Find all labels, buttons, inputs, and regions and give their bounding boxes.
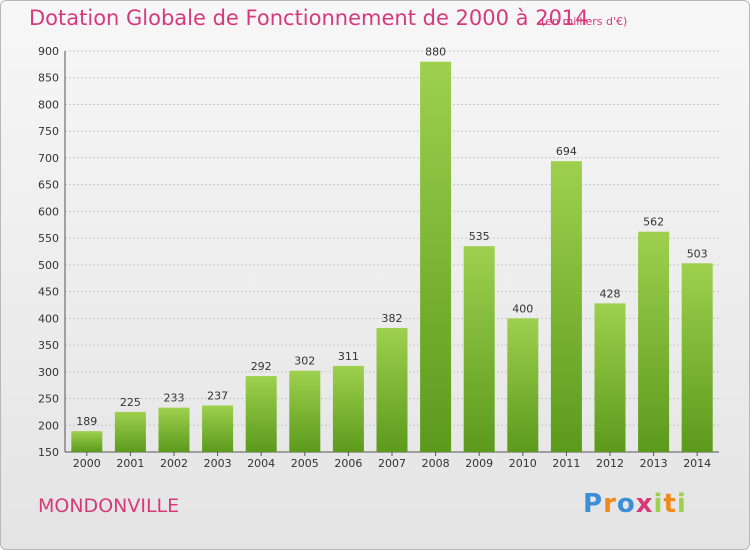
y-tick-label: 200 — [38, 419, 59, 432]
bar — [638, 231, 670, 452]
bar-value-label: 694 — [556, 145, 577, 158]
x-tick-label: 2010 — [509, 457, 537, 470]
bar — [245, 376, 277, 452]
x-tick-label: 2006 — [334, 457, 362, 470]
bar — [71, 431, 103, 452]
y-tick-label: 150 — [38, 446, 59, 459]
bar-value-label: 503 — [687, 247, 708, 260]
x-tick-label: 2005 — [291, 457, 319, 470]
y-tick-label: 750 — [38, 125, 59, 138]
y-tick-label: 900 — [38, 45, 59, 58]
chart-subtitle: (en milliers d'€) — [541, 15, 628, 28]
proxiti-logo: Proxiti — [583, 489, 687, 519]
y-tick-label: 400 — [38, 312, 59, 325]
bar-value-label: 535 — [469, 230, 490, 243]
x-tick-label: 2001 — [116, 457, 144, 470]
bar — [550, 161, 582, 452]
y-tick-label: 350 — [38, 339, 59, 352]
bar-value-label: 292 — [251, 360, 272, 373]
logo-letter: P — [583, 489, 604, 519]
x-tick-label: 2013 — [640, 457, 668, 470]
bar-value-label: 302 — [294, 355, 315, 368]
bar — [202, 405, 234, 452]
bar-value-label: 225 — [120, 396, 141, 409]
bar-value-label: 562 — [643, 216, 664, 229]
logo-letter: r — [603, 489, 617, 519]
bar — [681, 263, 713, 452]
y-tick-label: 600 — [38, 205, 59, 218]
y-tick-label: 700 — [38, 152, 59, 165]
bar-value-label: 382 — [382, 312, 403, 325]
x-tick-label: 2009 — [465, 457, 493, 470]
logo-letter: x — [635, 489, 654, 519]
bar-value-label: 237 — [207, 389, 228, 402]
x-tick-label: 2004 — [247, 457, 275, 470]
x-tick-label: 2002 — [160, 457, 188, 470]
x-tick-label: 2007 — [378, 457, 406, 470]
x-tick-label: 2003 — [204, 457, 232, 470]
bar — [420, 61, 452, 453]
bar — [594, 303, 626, 452]
bar-value-label: 880 — [425, 46, 446, 59]
logo-letter: i — [676, 489, 687, 519]
logo-letter: i — [653, 489, 664, 519]
y-tick-label: 300 — [38, 366, 59, 379]
y-tick-label: 500 — [38, 259, 59, 272]
y-tick-label: 800 — [38, 98, 59, 111]
x-tick-label: 2008 — [422, 457, 450, 470]
logo-letter: o — [616, 489, 636, 519]
y-tick-label: 650 — [38, 179, 59, 192]
x-tick-label: 2012 — [596, 457, 624, 470]
y-tick-label: 450 — [38, 286, 59, 299]
x-tick-label: 2000 — [73, 457, 101, 470]
bar — [507, 318, 539, 452]
bar-value-label: 428 — [600, 287, 621, 300]
logo-letter: t — [663, 489, 677, 519]
bar — [332, 365, 364, 452]
bar — [158, 407, 190, 452]
bar — [114, 411, 146, 452]
commune-name: MONDONVILLE — [38, 495, 180, 517]
bar — [376, 327, 408, 452]
y-tick-label: 250 — [38, 393, 59, 406]
x-tick-label: 2011 — [552, 457, 580, 470]
bar — [463, 246, 495, 452]
bar-value-label: 233 — [164, 392, 185, 405]
y-tick-label: 550 — [38, 232, 59, 245]
bar-value-label: 189 — [76, 415, 97, 428]
chart-title: Dotation Globale de Fonctionnement de 20… — [29, 6, 589, 30]
x-tick-label: 2014 — [683, 457, 711, 470]
bar — [289, 370, 321, 452]
bar-value-label: 311 — [338, 350, 359, 363]
y-tick-label: 850 — [38, 72, 59, 85]
bar-value-label: 400 — [512, 302, 533, 315]
